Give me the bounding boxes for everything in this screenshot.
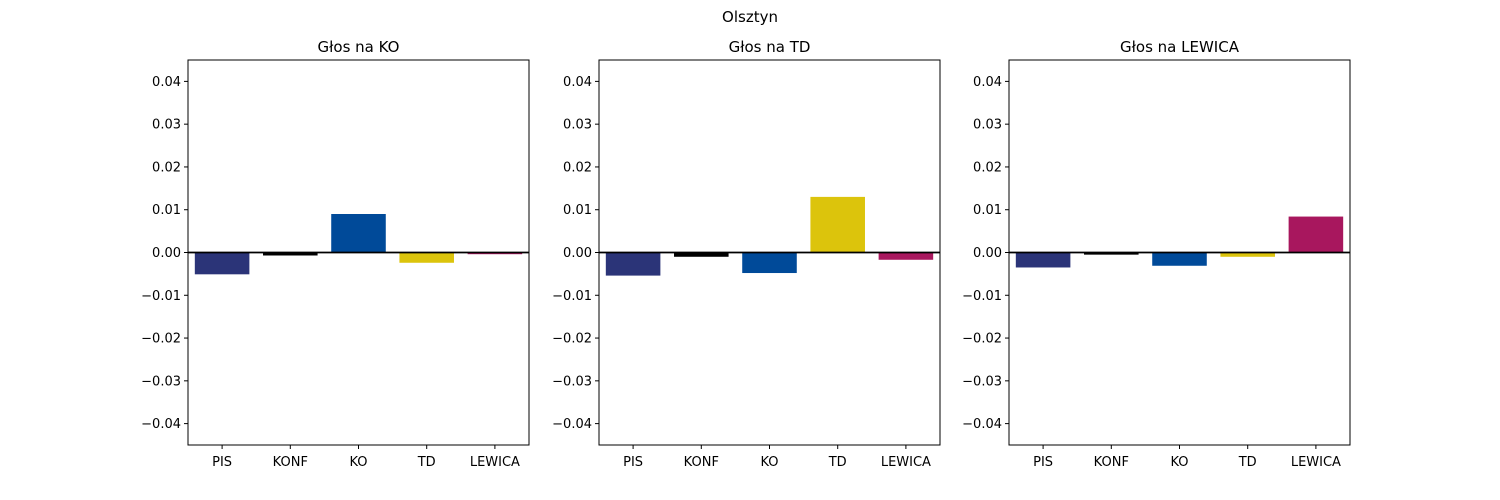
panel-title: Głos na LEWICA [1120,38,1240,56]
y-tick-label: 0.00 [973,246,1002,261]
figure-title: Olsztyn [722,8,778,26]
x-tick-label: KONF [273,455,308,470]
y-tick-label: 0.03 [152,118,181,133]
x-tick-label: LEWICA [881,455,931,470]
x-tick-label: PIS [212,455,232,470]
bar-ko [742,252,797,274]
y-tick-label: −0.03 [552,374,592,389]
y-tick-label: 0.01 [152,203,181,218]
x-tick-label: KO [760,455,778,470]
panel-title: Głos na KO [318,38,400,56]
bar-konf [674,252,729,257]
y-tick-label: −0.02 [141,332,181,347]
bar-td [1220,252,1275,257]
bar-pis [194,252,250,275]
y-tick-label: −0.02 [962,332,1002,347]
bar-ko [1152,252,1207,266]
y-tick-label: 0.03 [973,118,1002,133]
x-tick-label: PIS [623,455,643,470]
bar-ko [331,214,386,253]
y-tick-label: −0.03 [962,374,1002,389]
x-tick-label: KO [1170,455,1188,470]
bar-konf [263,252,318,256]
bar-pis [1015,252,1071,268]
y-tick-label: −0.01 [552,289,592,304]
y-tick-label: 0.00 [563,246,592,261]
y-tick-label: 0.02 [973,160,1002,175]
x-tick-label: KO [349,455,367,470]
y-tick-label: 0.04 [152,75,181,90]
bar-td [399,252,454,263]
chart-panel-3: Głos na LEWICA 0.04 0.03 0.02 0.01 0.00 −0.01 −… [962,38,1351,470]
y-tick-label: 0.02 [152,160,181,175]
bar-pis [605,252,661,276]
chart-panels: Głos na KO 0.04 0.03 0.02 0.01 0.00 −0.01 −0.02… [141,38,1351,470]
y-tick-label: 0.01 [973,203,1002,218]
x-tick-label: KONF [684,455,719,470]
y-tick-label: −0.02 [552,332,592,347]
bar-konf [1084,252,1139,255]
chart-panel-1: Głos na KO 0.04 0.03 0.02 0.01 0.00 −0.01 −0.02… [141,38,530,470]
x-tick-label: LEWICA [470,455,520,470]
bar-td [810,196,865,253]
y-tick-label: −0.04 [552,417,592,432]
bar-lewica [1288,216,1344,253]
y-tick-label: 0.02 [563,160,592,175]
x-tick-label: TD [1238,455,1257,470]
chart-panel-2: Głos na TD 0.04 0.03 0.02 0.01 0.00 −0.01 −0.02… [552,38,941,470]
bar-lewica [878,252,934,260]
y-tick-label: −0.04 [141,417,181,432]
y-tick-label: 0.00 [152,246,181,261]
y-tick-label: −0.01 [141,289,181,304]
x-tick-label: PIS [1033,455,1053,470]
x-tick-label: TD [417,455,436,470]
panel-title: Głos na TD [729,38,811,56]
x-tick-label: LEWICA [1291,455,1341,470]
x-tick-label: TD [828,455,847,470]
y-tick-label: 0.03 [563,118,592,133]
y-tick-label: −0.03 [141,374,181,389]
x-tick-label: KONF [1094,455,1129,470]
y-tick-label: 0.04 [973,75,1002,90]
y-tick-label: 0.01 [563,203,592,218]
y-tick-label: −0.04 [962,417,1002,432]
y-tick-label: 0.04 [563,75,592,90]
y-tick-label: −0.01 [962,289,1002,304]
